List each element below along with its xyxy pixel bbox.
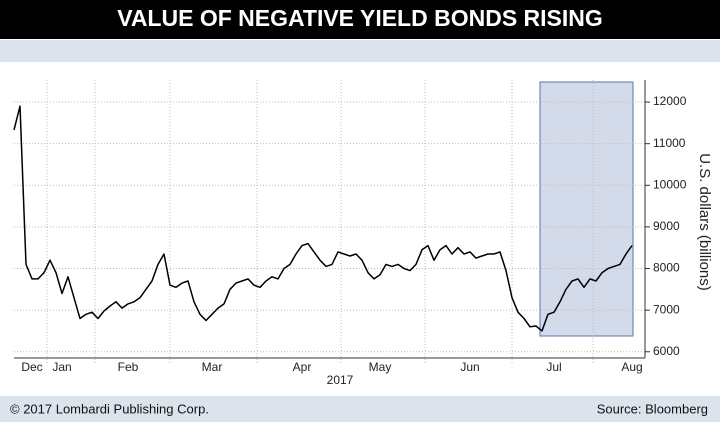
x-tick-label: Jul	[546, 360, 561, 374]
y-tick-label: 8000	[653, 261, 680, 275]
x-tick-label: Jan	[52, 360, 71, 374]
y-axis-label: U.S. dollars (billions)	[696, 153, 713, 291]
footer-band	[0, 396, 720, 422]
x-tick-label: Jun	[460, 360, 479, 374]
y-tick-label: 11000	[653, 136, 686, 150]
y-tick-label: 7000	[653, 302, 680, 316]
highlight-region	[539, 81, 634, 337]
x-tick-label: Apr	[293, 360, 312, 374]
chart-title: VALUE OF NEGATIVE YIELD BONDS RISING	[117, 5, 603, 31]
source: Source: Bloomberg	[597, 401, 708, 416]
x-tick-label: Dec	[21, 360, 42, 374]
credit: © 2017 Lombardi Publishing Corp.	[10, 401, 209, 416]
y-tick-label: 6000	[653, 344, 680, 358]
y-tick-label: 10000	[653, 177, 687, 191]
x-tick-label: Aug	[621, 360, 642, 374]
y-tick-label: 9000	[653, 219, 680, 233]
x-tick-label: Mar	[202, 360, 223, 374]
x-tick-label: May	[369, 360, 392, 374]
data-line	[13, 105, 633, 332]
y-tick-label: 12000	[653, 94, 687, 108]
x-axis-label: 2017	[327, 373, 354, 387]
title-bar	[0, 0, 720, 39]
x-tick-label: Feb	[118, 360, 139, 374]
title-band	[0, 40, 720, 62]
